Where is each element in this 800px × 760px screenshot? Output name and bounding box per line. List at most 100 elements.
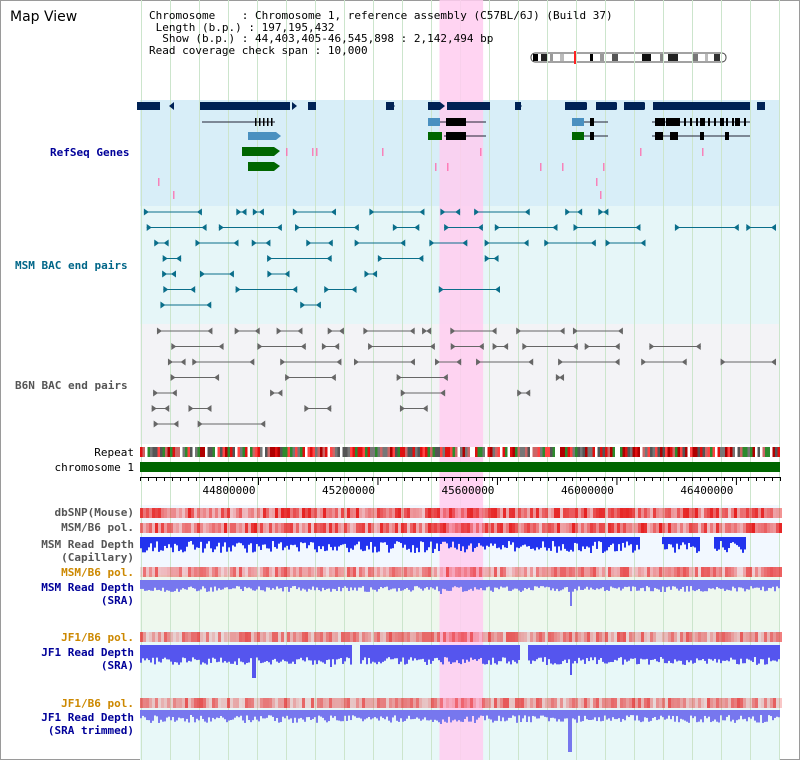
depth-bar (476, 580, 478, 590)
depth-bar (386, 580, 388, 587)
polymorphism-cell (650, 523, 653, 533)
polymorphism-cell (554, 523, 557, 533)
polymorphism-cell (302, 632, 305, 642)
polymorphism-cell (482, 632, 485, 642)
polymorphism-cell (629, 632, 632, 642)
depth-bar (758, 580, 760, 588)
polymorphism-cell (158, 632, 161, 642)
polymorphism-cell (350, 567, 353, 577)
depth-bar (564, 580, 566, 588)
polymorphism-cell (368, 508, 371, 518)
depth-bar (460, 537, 462, 551)
depth-bar (340, 645, 342, 659)
bac-end-marker (377, 255, 383, 262)
depth-bar (692, 580, 694, 591)
polymorphism-cell (509, 523, 512, 533)
gene-block (624, 102, 644, 110)
polymorphism-cell (269, 508, 272, 518)
polymorphism-cell (206, 698, 209, 708)
polymorphism-cell (203, 567, 206, 577)
depth-bar (194, 580, 196, 589)
repeat-segment (160, 447, 163, 457)
depth-bar (188, 645, 190, 661)
depth-bar (488, 537, 490, 547)
polymorphism-cell (605, 567, 608, 577)
bac-end-marker (477, 224, 483, 231)
polymorphism-cell (590, 698, 593, 708)
repeat-segment (455, 447, 458, 457)
depth-bar (698, 645, 700, 661)
repeat-segment (775, 447, 778, 457)
depth-bar (490, 710, 492, 720)
depth-bar (306, 710, 308, 718)
depth-bar (364, 580, 366, 592)
polymorphism-cell (392, 523, 395, 533)
depth-bar (266, 710, 268, 718)
depth-bar (422, 645, 424, 659)
polymorphism-cell (233, 508, 236, 518)
polymorphism-cell (344, 523, 347, 533)
depth-bar (598, 645, 600, 660)
depth-bar (348, 645, 350, 659)
depth-bar (176, 645, 178, 663)
polymorphism-cell (632, 632, 635, 642)
bac-end-marker (572, 343, 578, 350)
depth-bar (770, 580, 772, 589)
depth-bar (770, 645, 772, 662)
polymorphism-cell (752, 523, 755, 533)
polymorphism-cell (374, 523, 377, 533)
polymorphism-cell (434, 698, 437, 708)
polymorphism-cell (347, 698, 350, 708)
gene-block (248, 132, 276, 140)
polymorphism-cell (599, 632, 602, 642)
repeat-segment (502, 447, 505, 457)
repeat-segment (535, 447, 538, 457)
polymorphism-cell (581, 632, 584, 642)
polymorphism-cell (761, 632, 764, 642)
depth-bar (452, 645, 454, 663)
bac-end-marker (491, 327, 497, 335)
bac-end-marker (552, 224, 558, 231)
polymorphism-cell (701, 523, 704, 533)
depth-bar (666, 580, 668, 588)
gene-exon (255, 118, 257, 126)
depth-bar (760, 645, 762, 660)
depth-bar (518, 710, 520, 716)
depth-bar (536, 580, 538, 587)
depth-bar (186, 645, 188, 663)
depth-bar (500, 710, 502, 722)
depth-bar (640, 580, 642, 589)
depth-bar (418, 645, 420, 660)
polymorphism-cell (638, 632, 641, 642)
gene-block (428, 102, 440, 110)
depth-bar (368, 537, 370, 550)
depth-bar (284, 645, 286, 662)
depth-bar (372, 580, 374, 590)
repeat-segment (205, 447, 208, 457)
polymorphism-cell (434, 632, 437, 642)
repeat-segment (202, 447, 205, 457)
bac-end-marker (235, 286, 241, 293)
depth-bar (530, 710, 532, 723)
repeat-segment (370, 447, 373, 457)
depth-bar (324, 537, 326, 552)
depth-bar (226, 710, 228, 723)
depth-bar (436, 645, 438, 658)
depth-bar (592, 580, 594, 590)
polymorphism-cell (185, 508, 188, 518)
depth-bar (612, 645, 614, 663)
polymorphism-cell (407, 567, 410, 577)
repeat-segment (147, 447, 150, 457)
depth-bar (760, 710, 762, 716)
depth-bar (702, 645, 704, 660)
depth-bar (700, 710, 702, 720)
gene-exon (738, 118, 740, 126)
gene-block (653, 102, 750, 110)
depth-bar (524, 710, 526, 716)
polymorphism-cell (182, 632, 185, 642)
depth-bar (340, 710, 342, 722)
repeat-segment (602, 447, 605, 457)
depth-bar (486, 537, 488, 546)
polymorphism-cell (158, 698, 161, 708)
depth-bar (326, 645, 328, 661)
